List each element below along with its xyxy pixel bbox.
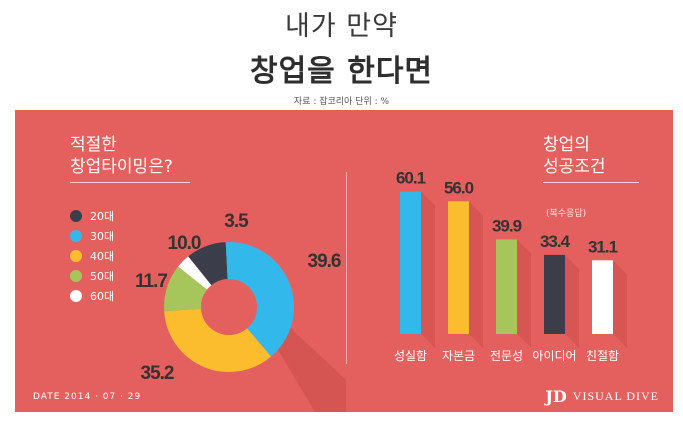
bar-shadow <box>517 239 531 348</box>
bar-value-label: 56.0 <box>444 178 474 197</box>
brand-mark: JD <box>545 387 567 406</box>
infographic-panel: 적절한 창업타이밍은? 20대 30대 40대 50대 60대 10.0 39.6 35.2… <box>15 110 673 412</box>
bar-성실함 <box>400 191 421 334</box>
right-title-underline <box>543 182 639 183</box>
bar-전문성 <box>496 239 517 334</box>
bar-category-label: 전문성 <box>490 349 523 363</box>
brand-logo: JD VISUAL DIVE <box>545 387 659 406</box>
legend-swatch <box>70 290 82 302</box>
pie-slice-40대 <box>164 308 272 372</box>
bar-친절함 <box>592 260 613 334</box>
legend-swatch <box>70 210 82 222</box>
bar-자본금 <box>448 201 469 334</box>
pie-slice-50대 <box>164 266 208 312</box>
legend-item: 40대 <box>70 246 114 266</box>
date-label: DATE 2014 · 07 · 29 <box>33 392 142 402</box>
bar-shadow <box>421 191 435 348</box>
legend-label: 60대 <box>90 290 115 303</box>
pie-value-label: 3.5 <box>224 211 249 232</box>
bar-value-label: 31.1 <box>588 237 618 256</box>
bar-category-label: 성실함 <box>394 349 427 363</box>
title-line-2: 창업을 한다면 <box>249 54 434 89</box>
pie-slice-30대 <box>225 242 294 357</box>
bar-value-label: 39.9 <box>492 216 522 235</box>
legend-item: 50대 <box>70 266 114 286</box>
bar-shadow <box>469 201 483 348</box>
bar-chart: 60.1 성실함 56.0 자본금 39.9 전문성 33.4 아이디어 31.1 친절함 <box>394 169 627 363</box>
pie-slice-20대 <box>188 242 228 286</box>
brand-name: VISUAL DIVE <box>572 389 659 403</box>
bar-shadow <box>613 260 627 348</box>
legend-swatch <box>70 250 82 262</box>
pie-legend: 20대 30대 40대 50대 60대 <box>70 206 114 306</box>
right-title-line-1: 창업의 <box>543 135 590 155</box>
legend-item: 30대 <box>70 226 114 246</box>
pie-slice-60대 <box>178 256 212 290</box>
donut-hole <box>201 279 257 335</box>
left-title-line-1: 적절한 <box>70 135 117 155</box>
pie-value-label: 11.7 <box>135 271 167 292</box>
bar-category-label: 아이디어 <box>532 349 576 363</box>
bar-value-label: 60.1 <box>396 169 426 188</box>
legend-item: 60대 <box>70 286 114 306</box>
legend-swatch <box>70 230 82 242</box>
header: 내가 만약 창업을 한다면 자료 : 잡코리아 단위 : % <box>0 0 683 110</box>
section-divider <box>346 172 347 364</box>
pie-value-label: 39.6 <box>308 251 341 272</box>
bar-value-label: 33.4 <box>540 232 571 251</box>
bar-category-label: 친절함 <box>586 349 619 363</box>
source-note: 자료 : 잡코리아 단위 : % <box>293 97 390 107</box>
legend-label: 40대 <box>90 250 115 263</box>
multi-answer-note: (복수응답) <box>546 209 587 219</box>
legend-label: 50대 <box>90 270 115 283</box>
pie-value-label: 10.0 <box>168 233 201 254</box>
pie-value-label: 35.2 <box>141 363 174 384</box>
legend-item: 20대 <box>70 206 114 226</box>
bar-category-label: 자본금 <box>442 349 475 363</box>
left-title-line-2: 창업타이밍은? <box>70 157 173 177</box>
pie-chart: 10.0 39.6 35.2 11.7 3.5 <box>135 211 346 412</box>
bar-shadow <box>565 254 579 348</box>
legend-label: 20대 <box>90 210 115 223</box>
left-title-underline <box>70 182 190 183</box>
legend-swatch <box>70 270 82 282</box>
title-line-1: 내가 만약 <box>285 11 398 42</box>
bar-아이디어 <box>544 254 565 334</box>
legend-label: 30대 <box>90 230 115 243</box>
right-title-line-2: 성공조건 <box>543 157 606 177</box>
